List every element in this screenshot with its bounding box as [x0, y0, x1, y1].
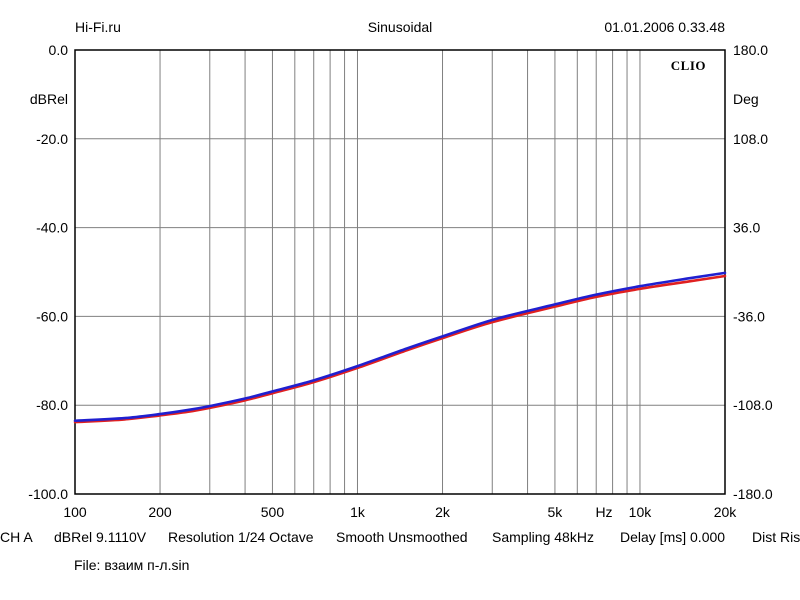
header-left-text: Hi-Fi.ru	[75, 19, 121, 35]
dist-rise-text: Dist Rise	[752, 529, 800, 545]
x-tick-label: 1k	[350, 504, 366, 520]
header-right-text: 01.01.2006 0.33.48	[604, 19, 725, 35]
smooth-text: Smooth Unsmoothed	[336, 529, 468, 545]
y2-tick-label: -36.0	[733, 308, 765, 324]
frequency-response-chart: Hi-Fi.ru Sinusoidal 01.01.2006 0.33.48 1…	[28, 19, 773, 520]
y-tick-label: -20.0	[36, 131, 68, 147]
header-center-text: Sinusoidal	[368, 19, 433, 35]
measurement-settings-bar: CH A dBRel 9.1110V Resolution 1/24 Octav…	[0, 529, 800, 549]
y-tick-label: -100.0	[28, 486, 68, 502]
resolution-text: Resolution 1/24 Octave	[168, 529, 314, 545]
series-line-1	[73, 274, 727, 424]
x-tick-label: 100	[63, 504, 87, 520]
x-tick-label: 20k	[714, 504, 738, 520]
y2-tick-label: 108.0	[733, 131, 768, 147]
y-tick-label: 0.0	[49, 42, 69, 58]
clio-logo: CLIO	[671, 58, 706, 73]
y2-axis-unit-label: Deg	[733, 91, 759, 107]
y-tick-label: -60.0	[36, 308, 68, 324]
y2-tick-label: -108.0	[733, 397, 773, 413]
x-axis-unit-label: Hz	[595, 504, 612, 520]
grid-lines	[74, 49, 726, 495]
y-axis-unit-label: dBRel	[30, 91, 68, 107]
series-line-2	[73, 271, 727, 423]
dbrel-text: dBRel 9.1110V	[54, 529, 147, 545]
x-tick-label: 10k	[629, 504, 653, 520]
x-tick-label: 2k	[435, 504, 451, 520]
y-tick-label: -80.0	[36, 397, 68, 413]
y2-tick-label: -180.0	[733, 486, 773, 502]
channel-text: CH A	[0, 529, 33, 545]
series-lines	[73, 271, 727, 424]
y-tick-label: -40.0	[36, 220, 68, 236]
sampling-text: Sampling 48kHz	[492, 529, 594, 545]
x-tick-label: 200	[148, 504, 172, 520]
delay-text: Delay [ms] 0.000	[620, 529, 726, 545]
file-name-text: File: взаим п-л.sin	[74, 557, 190, 573]
axis-labels: 100 200 500 1k 2k 5k 10k 20k 0.0 -20.0 -40.0 -60.0 -…	[28, 42, 773, 520]
x-tick-label: 5k	[548, 504, 564, 520]
y2-tick-label: 180.0	[733, 42, 768, 58]
x-tick-label: 500	[261, 504, 285, 520]
y2-tick-label: 36.0	[733, 220, 760, 236]
